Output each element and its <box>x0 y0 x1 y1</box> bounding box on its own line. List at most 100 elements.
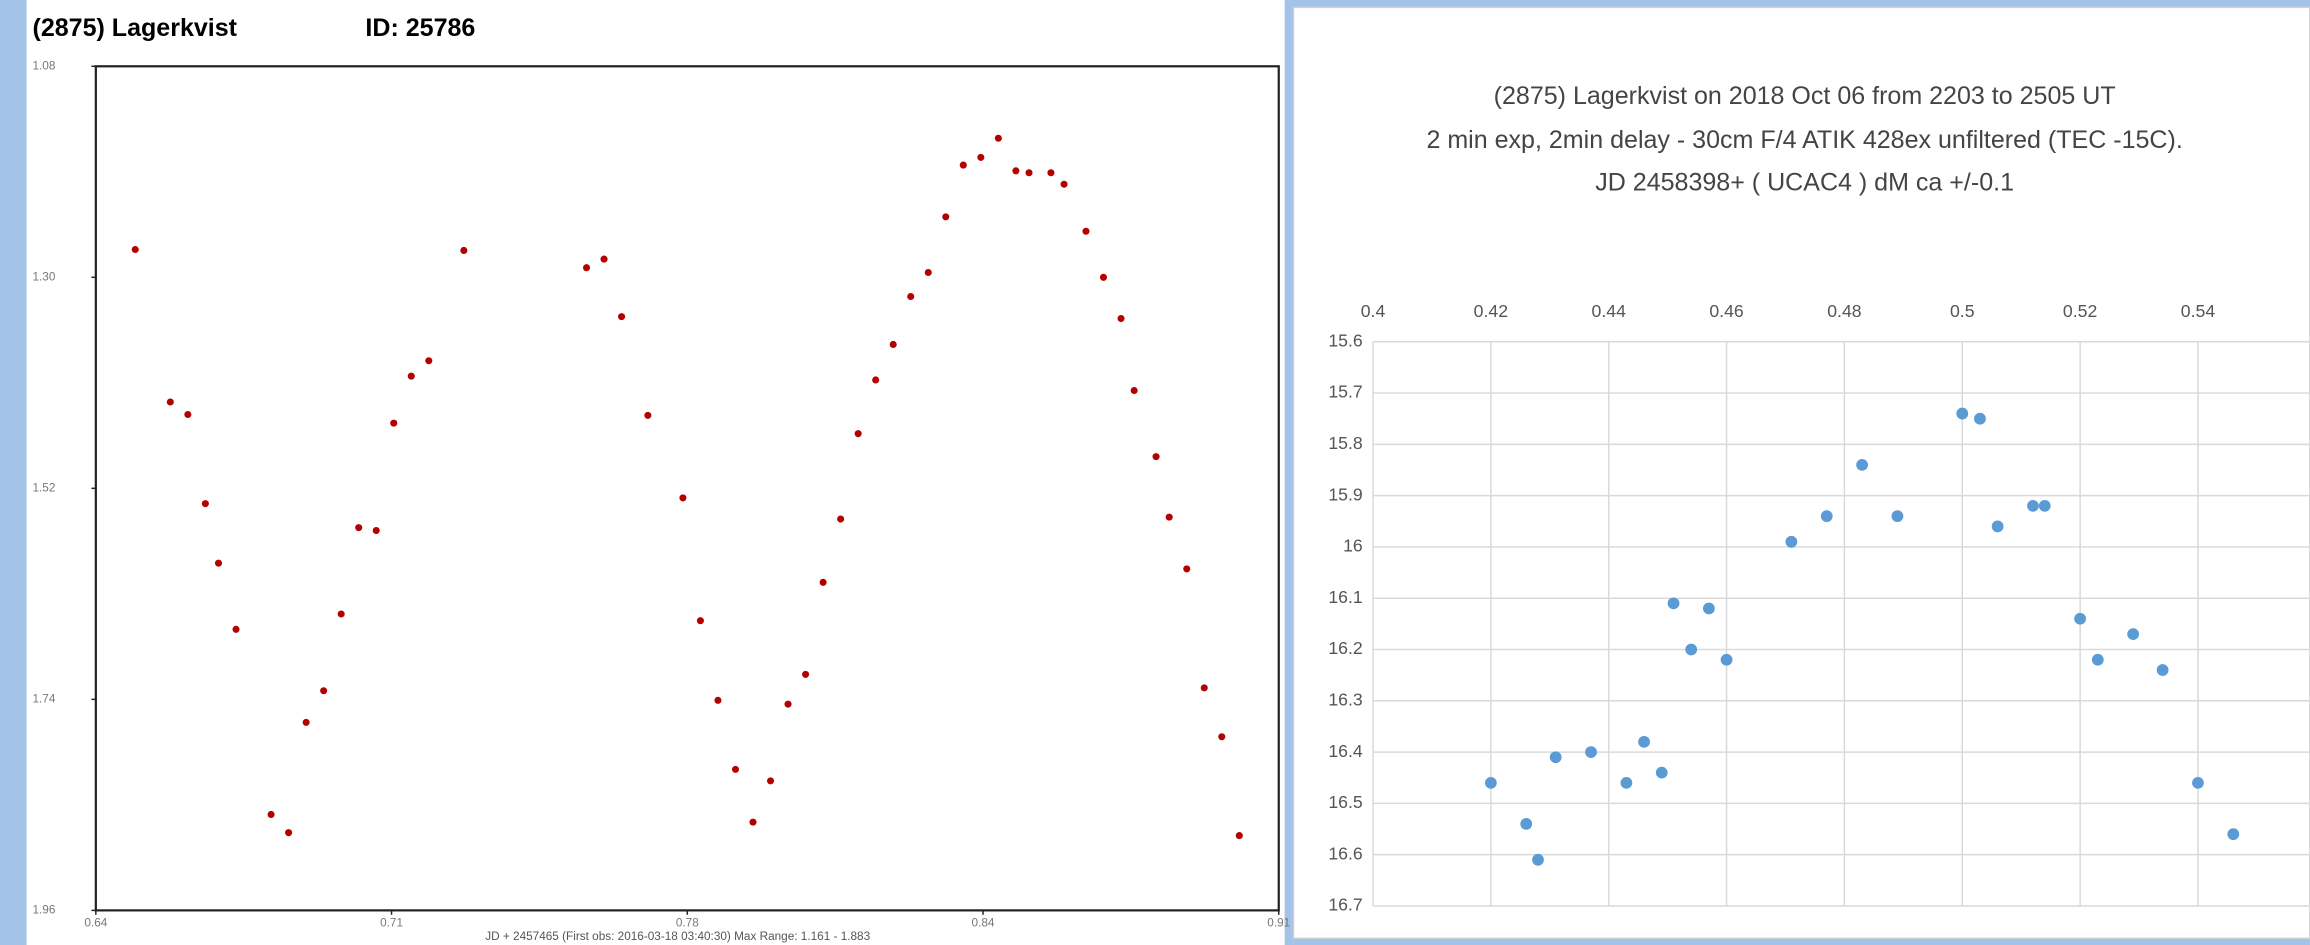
x-tick-label: 0.84 <box>972 917 995 930</box>
data-point <box>1620 776 1633 789</box>
data-point <box>618 313 626 321</box>
data-point <box>1891 510 1904 523</box>
y-tick-label: 1.30 <box>32 270 55 283</box>
x-tick-label: 0.5 <box>1950 301 1975 321</box>
y-tick-label: 1.96 <box>32 903 55 916</box>
data-point <box>696 617 704 625</box>
x-tick-label: 0.78 <box>676 917 699 930</box>
data-point <box>1974 412 1986 425</box>
left-title: (2875) Lagerkvist <box>32 14 237 42</box>
data-point <box>1165 513 1173 521</box>
data-point <box>644 411 652 419</box>
y-tick-label: 15.6 <box>1328 330 1363 350</box>
data-point <box>2038 500 2051 512</box>
data-point <box>1991 520 2004 533</box>
y-tick-label: 16.1 <box>1328 587 1362 607</box>
right-title: 2 min exp, 2min delay - 30cm F/4 ATIK 42… <box>1426 126 2182 154</box>
data-point <box>872 376 880 384</box>
data-point <box>837 515 845 523</box>
x-tick-label: 0.48 <box>1827 301 1862 321</box>
data-point <box>1200 684 1208 692</box>
x-tick-label: 0.54 <box>2181 301 2216 321</box>
data-point <box>285 829 293 837</box>
x-tick-label: 0.44 <box>1592 301 1627 321</box>
data-point <box>784 700 792 708</box>
right-title: (2875) Lagerkvist on 2018 Oct 06 from 22… <box>1494 82 2116 110</box>
data-point <box>232 625 240 633</box>
data-point <box>267 810 275 818</box>
data-point <box>1585 746 1597 758</box>
data-point <box>1060 180 1068 188</box>
data-point <box>854 430 862 438</box>
data-point <box>1047 169 1055 177</box>
data-point <box>302 718 310 726</box>
data-point <box>959 161 967 169</box>
data-point <box>390 419 398 427</box>
data-point <box>1218 733 1226 741</box>
left-panel <box>26 0 1285 945</box>
data-point <box>1702 602 1715 615</box>
y-tick-label: 16.4 <box>1328 741 1363 761</box>
data-point <box>407 372 415 380</box>
data-point <box>600 255 608 263</box>
data-point <box>184 410 192 419</box>
right-panel <box>1292 6 2310 940</box>
x-tick-label: 0.42 <box>1474 301 1508 321</box>
x-axis-label: JD + 2457465 (First obs: 2016-03-18 03:4… <box>485 930 870 943</box>
data-point <box>819 578 827 586</box>
left-id: ID: 25786 <box>365 14 475 42</box>
data-point <box>214 559 223 567</box>
x-tick-label: 0.64 <box>84 917 107 930</box>
data-point <box>749 818 757 826</box>
data-point <box>460 246 468 254</box>
data-point <box>1956 407 1969 420</box>
data-point <box>1820 510 1833 523</box>
y-tick-label: 16.5 <box>1328 792 1363 812</box>
data-point <box>1638 735 1650 748</box>
data-point <box>2027 500 2039 512</box>
data-point <box>1667 597 1680 610</box>
data-point <box>582 264 591 272</box>
data-point <box>1549 751 1562 764</box>
data-point <box>1685 643 1698 656</box>
y-tick-label: 15.8 <box>1328 433 1363 453</box>
data-point <box>2091 653 2104 666</box>
data-point <box>1484 776 1497 789</box>
data-point <box>924 268 932 277</box>
y-tick-label: 16.2 <box>1328 638 1362 658</box>
data-point <box>1520 818 1533 830</box>
data-point <box>1655 766 1668 779</box>
y-tick-label: 1.52 <box>32 481 55 494</box>
x-tick-label: 0.52 <box>2063 301 2097 321</box>
data-point <box>766 777 775 785</box>
x-tick-label: 0.91 <box>1267 917 1290 930</box>
data-point <box>1856 458 1868 471</box>
data-point <box>889 340 897 348</box>
data-point <box>679 494 687 502</box>
data-point <box>201 500 209 508</box>
y-tick-label: 15.7 <box>1328 382 1362 402</box>
data-point <box>2074 612 2087 625</box>
data-point <box>2227 828 2240 841</box>
data-point <box>1082 227 1090 235</box>
data-point <box>1099 273 1108 281</box>
data-point <box>2192 776 2204 789</box>
data-point <box>977 153 985 161</box>
data-point <box>1130 386 1138 395</box>
data-point <box>942 213 950 221</box>
data-point <box>320 687 328 695</box>
data-point <box>1012 167 1020 175</box>
y-tick-label: 16.6 <box>1328 843 1363 863</box>
x-tick-label: 0.4 <box>1361 301 1386 321</box>
y-tick-label: 1.74 <box>32 692 55 705</box>
data-point <box>166 398 174 406</box>
y-tick-label: 1.08 <box>32 59 55 72</box>
data-point <box>994 134 1002 142</box>
y-tick-label: 15.9 <box>1328 484 1362 504</box>
data-point <box>907 292 915 301</box>
y-tick-label: 16.7 <box>1328 895 1362 915</box>
data-point <box>131 245 139 254</box>
x-tick-label: 0.71 <box>380 917 403 930</box>
data-point <box>1532 853 1544 866</box>
